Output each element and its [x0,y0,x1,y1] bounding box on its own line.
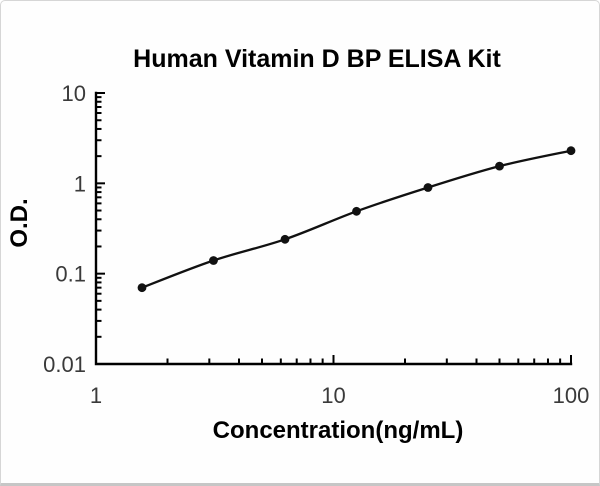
x-axis-label: Concentration(ng/mL) [213,417,464,444]
x-tick-label: 100 [553,383,590,408]
axis-tick-labels: 1 10 100 0.01 0.1 1 10 [43,81,589,408]
axis-lines [94,91,573,366]
data-point-marker [280,234,290,244]
axis-ticks [95,92,572,365]
x-tick-label: 1 [90,383,102,408]
data-point-marker [137,283,147,293]
data-point-marker [495,161,504,171]
y-axis-label: O.D. [6,198,33,247]
y-tick-label: 0.01 [43,352,86,377]
y-tick-label: 1 [74,171,86,196]
data-point-marker [352,206,361,216]
x-tick-label: 10 [321,383,345,408]
data-point-marker [423,183,433,192]
fitted-curve [141,149,572,289]
standard-curve-series [137,146,576,293]
chart-title: Human Vitamin D BP ELISA Kit [133,45,501,73]
axes [94,91,573,366]
data-point-marker [209,256,218,265]
y-tick-label: 0.1 [55,262,86,287]
y-tick-label: 10 [62,81,86,106]
data-point-marker [566,146,576,156]
